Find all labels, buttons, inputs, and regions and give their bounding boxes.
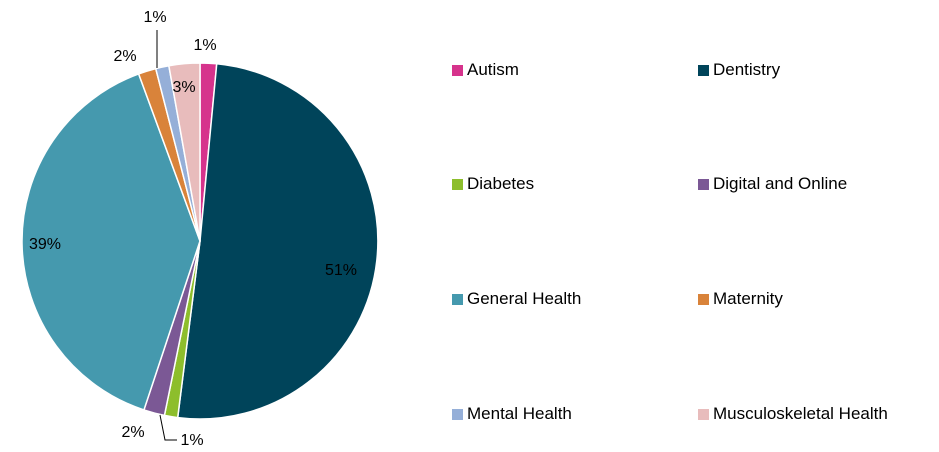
legend-label: Autism	[467, 60, 519, 79]
pie-slice-musculoskeletal-health	[167, 62, 201, 242]
legend-swatch	[698, 293, 709, 305]
legend-item-mental-health: Mental Health	[452, 404, 572, 424]
legend-swatch	[698, 64, 709, 76]
data-label-musculoskeletal-health: 3%	[172, 79, 195, 96]
legend-swatch	[452, 293, 463, 305]
data-label-autism: 1%	[193, 37, 216, 54]
legend-swatch	[698, 408, 709, 420]
legend-swatch	[452, 178, 463, 190]
data-label-maternity: 2%	[113, 48, 136, 65]
data-label-mental-health: 1%	[143, 9, 166, 26]
legend-label: Dentistry	[713, 60, 781, 79]
data-label-general-health: 39%	[29, 236, 61, 253]
legend-label: General Health	[467, 289, 582, 308]
legend-item-diabetes: Diabetes	[452, 174, 534, 194]
legend-label: Digital and Online	[713, 174, 848, 193]
legend-swatch	[698, 178, 709, 190]
legend-label: Mental Health	[467, 404, 572, 423]
legend-item-digital-and-online: Digital and Online	[698, 174, 847, 194]
pie-slice-dentistry	[176, 62, 379, 420]
data-label-dentistry: 51%	[325, 262, 357, 279]
data-label-digital-and-online: 2%	[121, 424, 144, 441]
leader-line-diabetes	[159, 414, 177, 441]
legend-item-musculoskeletal-health: Musculoskeletal Health	[698, 404, 888, 424]
legend-label: Diabetes	[467, 174, 535, 193]
legend-item-dentistry: Dentistry	[698, 60, 780, 80]
legend-label: Musculoskeletal Health	[713, 404, 888, 423]
data-label-diabetes: 1%	[180, 432, 203, 449]
legend-swatch	[452, 64, 463, 76]
legend-label: Maternity	[713, 289, 783, 308]
legend-swatch	[452, 408, 463, 420]
legend-item-autism: Autism	[452, 60, 519, 80]
legend-item-maternity: Maternity	[698, 289, 783, 309]
pie-slice-general-health	[21, 72, 201, 411]
legend-item-general-health: General Health	[452, 289, 581, 309]
